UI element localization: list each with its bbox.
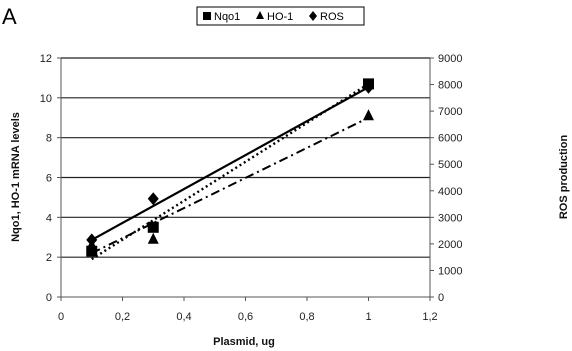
- x-tick-label: 1,2: [422, 311, 437, 323]
- legend-label-ros: ROS: [320, 11, 344, 23]
- y-right-tick-label: 5000: [438, 159, 462, 171]
- y-left-tick-label: 6: [46, 173, 52, 185]
- y-left-tick-label: 12: [40, 53, 52, 65]
- legend-marker-ho-1: [256, 11, 264, 19]
- y-right-tick-label: 8000: [438, 80, 462, 92]
- panel-label: A: [2, 4, 17, 29]
- legend: Nqo1 HO-1 ROS: [196, 6, 365, 26]
- y-right-tick-label: 7000: [438, 106, 462, 118]
- data-point-ros: [363, 80, 374, 94]
- y-left-tick-label: 8: [46, 133, 52, 145]
- data-point-nqo1: [86, 245, 98, 257]
- x-tick-label: 1: [365, 311, 371, 323]
- data-point-ros: [86, 233, 98, 247]
- data-point-ros: [147, 192, 159, 206]
- tick-labels: 0 0,2 0,4 0,6 0,8 1 1,202468101201000200030004…: [40, 53, 463, 323]
- y-left-tick-label: 2: [46, 252, 52, 264]
- y-axis-title-left: Nqo1, HO-1 mRNA levels: [10, 112, 22, 242]
- y-left-tick-label: 4: [46, 212, 52, 224]
- trend-line-ros: [91, 86, 370, 241]
- y-right-tick-label: 3000: [438, 212, 462, 224]
- x-axis-title: Plasmid, ug: [213, 336, 275, 348]
- y-right-tick-label: 2000: [438, 239, 462, 251]
- trend-lines: [91, 82, 370, 261]
- y-right-tick-label: 1000: [438, 265, 462, 277]
- trend-line-ho-1: [91, 116, 369, 255]
- data-point-nqo1: [147, 221, 159, 233]
- y-right-tick-label: 0: [438, 292, 444, 304]
- y-right-tick-label: 9000: [438, 53, 462, 65]
- data-markers: [86, 78, 374, 257]
- x-tick-label: 0,2: [115, 311, 130, 323]
- y-left-tick-label: 10: [40, 93, 52, 105]
- y-left-tick-label: 0: [46, 292, 52, 304]
- data-point-ho-1: [363, 109, 374, 121]
- y-axis-title-right: ROS production: [558, 135, 570, 220]
- legend-marker-nqo1: [203, 12, 211, 20]
- grid: [61, 57, 430, 258]
- x-tick-label: 0,4: [176, 311, 191, 323]
- axes: [57, 57, 434, 301]
- legend-box: [196, 6, 365, 26]
- legend-marker-ros: [309, 11, 317, 21]
- y-right-tick-label: 4000: [438, 186, 462, 198]
- x-tick-label: 0,8: [299, 311, 314, 323]
- legend-label-nqo1: Nqo1: [214, 11, 240, 23]
- data-point-ho-1: [147, 232, 159, 244]
- y-right-tick-label: 6000: [438, 133, 462, 145]
- x-tick-label: 0: [58, 311, 64, 323]
- legend-label-ho-1: HO-1: [267, 11, 293, 23]
- x-tick-label: 0,6: [238, 311, 253, 323]
